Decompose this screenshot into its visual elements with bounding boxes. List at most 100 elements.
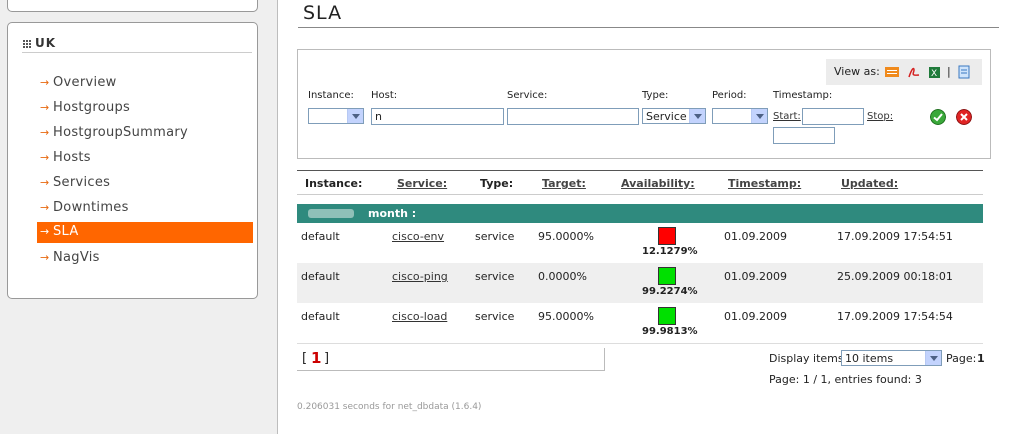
status-square	[658, 267, 676, 285]
cell-updated: 17.09.2009 17:54:51	[837, 230, 953, 243]
reset-filter-button[interactable]	[956, 109, 972, 125]
cell-timestamp: 01.09.2009	[724, 230, 787, 243]
status-square	[658, 227, 676, 245]
svg-text:X: X	[931, 69, 937, 79]
instance-label: Instance:	[308, 90, 354, 101]
chevron-down-icon	[347, 109, 363, 123]
header-availability[interactable]: Availability:	[621, 177, 695, 190]
page-title: SLA	[303, 2, 343, 24]
table-row: default cisco-env service 95.0000% 12.12…	[297, 223, 983, 264]
filter-panel: View as: X | Instance: Host: n Service: …	[297, 49, 991, 159]
nav-title-text: UK	[35, 36, 57, 50]
sidebar-item-overview[interactable]: → Overview	[37, 72, 253, 97]
table-top-border	[297, 170, 983, 171]
page-value: 1	[977, 352, 985, 365]
type-select[interactable]: Service	[642, 108, 706, 124]
sidebar-top-box	[7, 0, 258, 12]
header-updated[interactable]: Updated:	[841, 177, 899, 190]
group-header: month :	[297, 204, 983, 223]
header-instance: Instance:	[305, 177, 363, 190]
sidebar-item-services[interactable]: → Services	[37, 172, 253, 197]
table-row: default cisco-ping service 0.0000% 99.22…	[297, 263, 983, 304]
cell-type: service	[475, 230, 515, 243]
table-row: default cisco-load service 95.0000% 99.9…	[297, 303, 983, 344]
host-label: Host:	[371, 90, 398, 101]
header-service[interactable]: Service:	[397, 177, 448, 190]
view-as-separator: |	[947, 65, 951, 78]
arrow-icon: →	[40, 225, 50, 238]
nav-panel: UK	[7, 22, 258, 299]
display-items-label: Display items:	[769, 352, 848, 365]
status-square	[658, 307, 676, 325]
page-label: Page:	[946, 352, 977, 365]
document-icon[interactable]	[957, 65, 971, 79]
cell-availability: 99.2274%	[642, 286, 698, 297]
cell-service[interactable]: cisco-ping	[392, 270, 448, 283]
sidebar-item-hostgroups[interactable]: → Hostgroups	[37, 97, 253, 122]
header-target[interactable]: Target:	[542, 177, 586, 190]
sidebar-item-nagvis[interactable]: → NagVis	[37, 247, 253, 272]
view-as-label: View as:	[834, 65, 880, 78]
page-number-link[interactable]: 1	[311, 349, 322, 367]
pagination: [ 1 ]	[297, 348, 605, 371]
table-header-divider	[297, 194, 983, 195]
header-timestamp[interactable]: Timestamp:	[728, 177, 802, 190]
stop-link[interactable]: Stop:	[867, 111, 894, 122]
arrow-icon: →	[40, 151, 50, 164]
main-content: SLA View as: X | Instance: Host: n Servi…	[278, 0, 1011, 434]
arrow-icon: →	[40, 201, 50, 214]
rss-icon[interactable]	[885, 65, 899, 79]
cell-instance: default	[301, 310, 340, 323]
cell-updated: 25.09.2009 00:18:01	[837, 270, 953, 283]
excel-icon[interactable]: X	[928, 65, 942, 79]
arrow-icon: →	[40, 126, 50, 139]
stop-input[interactable]	[773, 127, 835, 144]
arrow-icon: →	[40, 251, 50, 264]
cell-instance: default	[301, 230, 340, 243]
period-label: Period:	[712, 90, 747, 101]
sidebar-item-hosts[interactable]: → Hosts	[37, 147, 253, 172]
service-label: Service:	[507, 90, 548, 101]
period-select[interactable]	[712, 108, 768, 124]
grid-icon	[22, 39, 31, 48]
start-input[interactable]	[802, 108, 864, 125]
chevron-down-icon	[689, 109, 705, 123]
cell-availability: 12.1279%	[642, 246, 698, 257]
sidebar-item-downtimes[interactable]: → Downtimes	[37, 197, 253, 222]
entries-summary: Page: 1 / 1, entries found: 3	[769, 373, 922, 386]
cell-updated: 17.09.2009 17:54:54	[837, 310, 953, 323]
cell-type: service	[475, 270, 515, 283]
start-link[interactable]: Start:	[773, 111, 801, 122]
display-items-select[interactable]: 10 items	[841, 350, 942, 366]
cell-service[interactable]: cisco-load	[392, 310, 448, 323]
arrow-icon: →	[40, 76, 50, 89]
view-as-bar: View as: X |	[826, 59, 982, 85]
nav-list: → Overview → Hostgroups → HostgroupSummary …	[37, 72, 253, 272]
cell-timestamp: 01.09.2009	[724, 270, 787, 283]
footer-timing: 0.206031 seconds for net_dbdata (1.6.4)	[297, 402, 482, 412]
cell-service[interactable]: cisco-env	[392, 230, 445, 243]
service-input[interactable]	[507, 108, 639, 125]
chevron-down-icon	[751, 109, 767, 123]
group-label: month :	[368, 207, 417, 220]
title-divider	[298, 27, 999, 28]
cell-target: 0.0000%	[538, 270, 587, 283]
nav-title: UK	[22, 36, 252, 53]
cell-availability: 99.9813%	[642, 326, 698, 337]
pdf-icon[interactable]	[907, 65, 921, 79]
cell-target: 95.0000%	[538, 310, 594, 323]
chevron-down-icon	[925, 351, 941, 365]
host-input[interactable]: n	[371, 108, 504, 125]
header-type: Type:	[480, 177, 514, 190]
pager-close-bracket: ]	[324, 351, 330, 366]
sidebar-item-hostgroupsummary[interactable]: → HostgroupSummary	[37, 122, 253, 147]
apply-filter-button[interactable]	[930, 109, 946, 125]
instance-select[interactable]	[308, 108, 364, 124]
sidebar-item-sla[interactable]: → SLA	[37, 222, 253, 243]
cell-timestamp: 01.09.2009	[724, 310, 787, 323]
cell-type: service	[475, 310, 515, 323]
cell-instance: default	[301, 270, 340, 283]
redacted-group-name	[308, 209, 354, 218]
timestamp-label: Timestamp:	[773, 90, 833, 101]
pager-open-bracket: [	[302, 351, 308, 366]
